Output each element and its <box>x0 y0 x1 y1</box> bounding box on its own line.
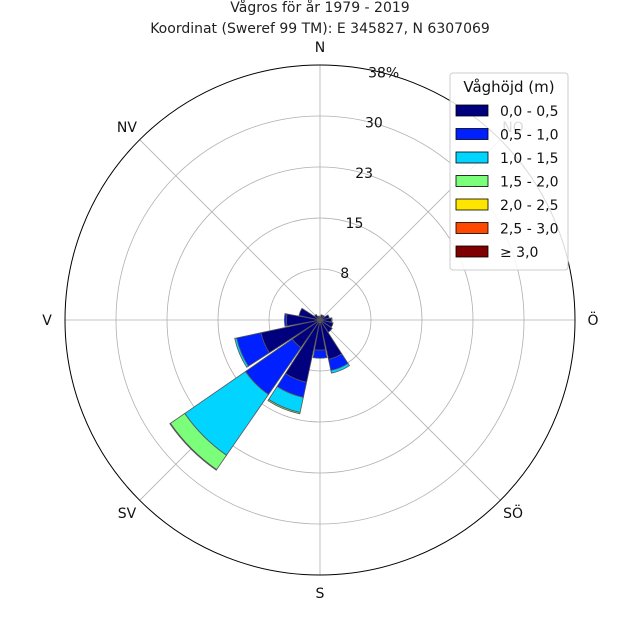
direction-label: N <box>315 40 325 56</box>
legend-label: 0,0 - 0,5 <box>500 104 558 120</box>
bar-segment-12-1 <box>284 313 288 327</box>
bar-segment-14-0 <box>313 313 321 321</box>
direction-label: Ö <box>587 311 598 329</box>
legend-entries: 0,0 - 0,5 0,5 - 1,0 1,0 - 1,5 1,5 - 2,0 2,0 … <box>455 104 558 261</box>
radial-tick-label: 15 <box>346 216 364 232</box>
legend-label: 2,0 - 2,5 <box>500 198 558 214</box>
legend-label: 1,0 - 1,5 <box>500 151 558 167</box>
bar-segment-9-3 <box>267 398 301 415</box>
legend-label: 1,5 - 2,0 <box>500 175 558 191</box>
grid-spoke-4 <box>319 319 501 501</box>
bar-segment-11-2 <box>234 337 249 368</box>
polar-frame <box>64 64 576 576</box>
legend-swatch <box>455 128 489 140</box>
bar-segment-8-1 <box>312 349 328 359</box>
legend-swatch <box>455 151 489 164</box>
bar-segment-13-0 <box>298 307 321 321</box>
bar-segment-7-2 <box>330 362 351 374</box>
chart-title: Vågros för år 1979 - 2019 <box>230 0 409 16</box>
grid-spoke-8 <box>139 139 321 321</box>
legend-swatch <box>455 104 489 117</box>
radial-tick-labels: 8 15 23 30 38% <box>340 66 399 282</box>
polar-grid <box>65 65 575 575</box>
bar-segment-15-0 <box>317 315 321 321</box>
legend-swatch <box>455 175 489 187</box>
bar-segment-10-4 <box>169 422 218 471</box>
direction-label: S <box>316 586 325 602</box>
radial-tick-label: 30 <box>365 116 383 132</box>
direction-label: SV <box>118 506 137 522</box>
direction-label: NV <box>117 120 137 136</box>
legend-label: 2,5 - 3,0 <box>500 222 558 238</box>
legend-swatch <box>455 245 489 258</box>
legend-frame <box>449 72 569 271</box>
direction-label: V <box>42 313 52 329</box>
legend-label: 0,5 - 1,0 <box>500 128 558 144</box>
legend-swatch <box>455 222 489 234</box>
legend-swatch <box>455 198 489 211</box>
bar-segment-6-0 <box>319 319 333 333</box>
legend-label: ≥ 3,0 <box>500 245 538 261</box>
radial-tick-label: 8 <box>340 266 349 282</box>
bar-segment-4-1 <box>330 317 333 323</box>
radial-tick-label: 23 <box>355 166 373 182</box>
direction-label: SÖ <box>503 504 523 522</box>
legend: Våghöjd (m) 0,0 - 0,5 0,5 - 1,0 1,0 - 1,5 1… <box>449 72 569 271</box>
legend-title: Våghöjd (m) <box>463 78 554 96</box>
chart-subtitle: Koordinat (Sweref 99 TM): E 345827, N 63… <box>150 21 490 37</box>
rose-bars <box>169 307 351 471</box>
radial-tick-label: 38% <box>368 66 399 82</box>
